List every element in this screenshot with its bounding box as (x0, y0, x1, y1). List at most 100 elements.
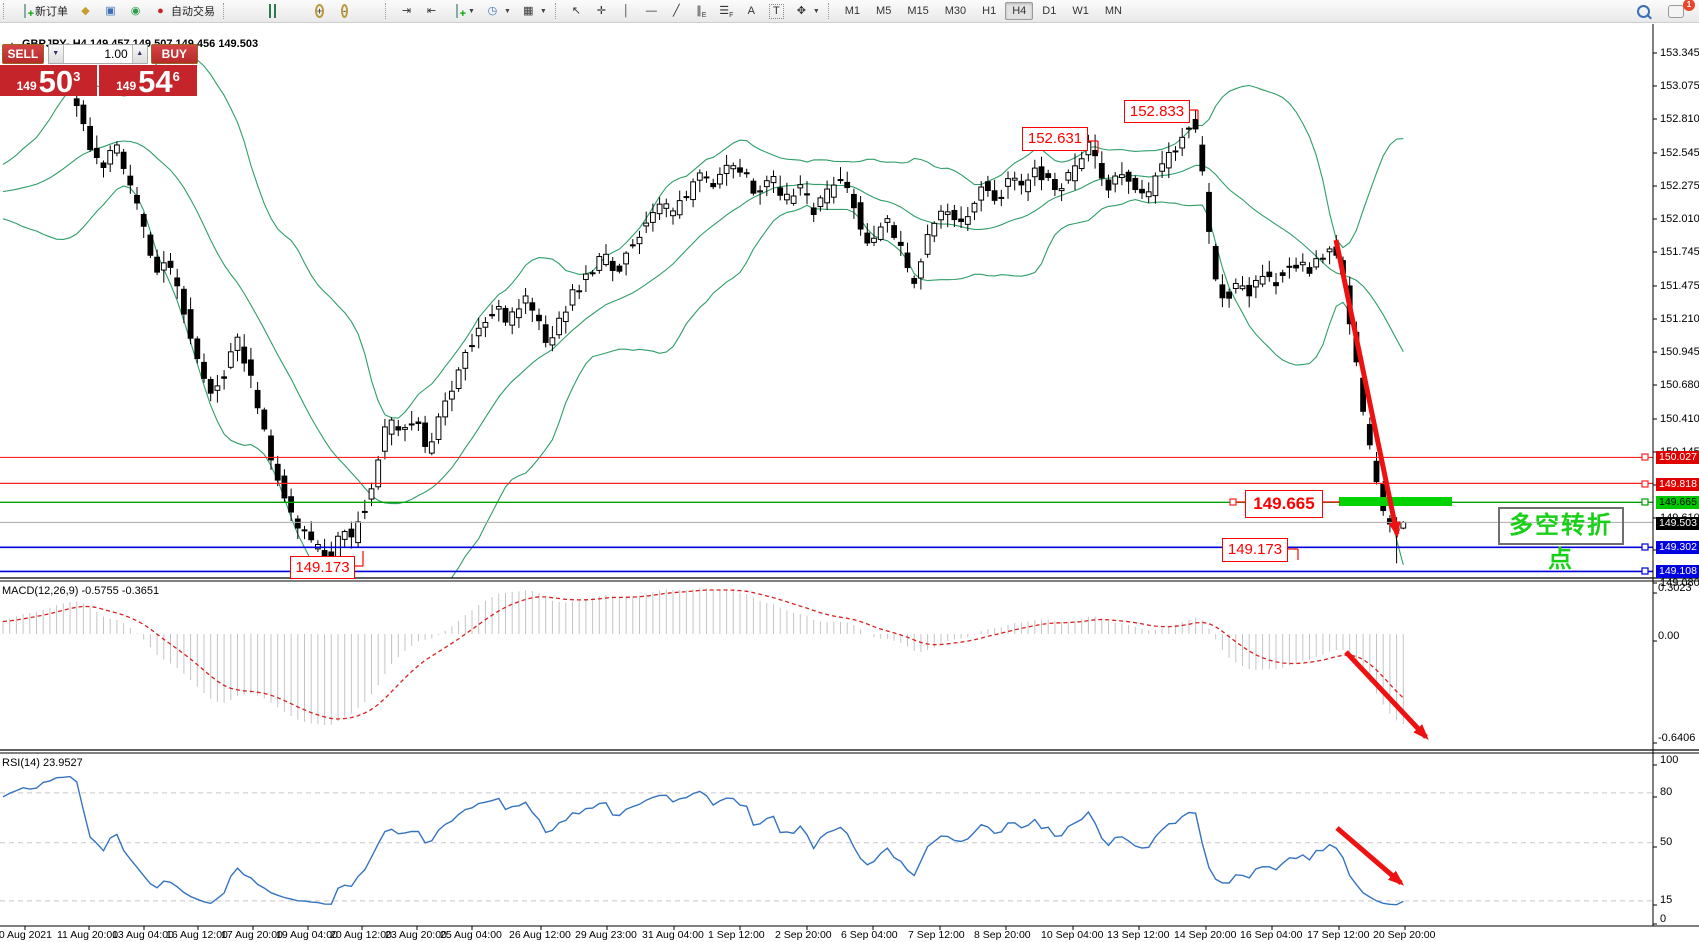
trendline-tool[interactable]: ╱ (665, 3, 688, 20)
chat-button[interactable]: 1 (1664, 0, 1695, 19)
tile-windows-button[interactable] (358, 3, 381, 20)
zoom-out-button[interactable]: - (333, 3, 356, 20)
timeframe-h1[interactable]: H1 (982, 5, 997, 17)
price-axis-tick: 150.410 (1660, 413, 1699, 425)
auto-trading-icon: ● (157, 4, 164, 17)
cursor-icon: ↖ (571, 4, 581, 17)
timeframe-d1[interactable]: D1 (1042, 5, 1057, 17)
timeframe-m1[interactable]: M1 (844, 5, 861, 17)
time-axis-tick: 11 Aug 20:00 (57, 929, 119, 941)
vertical-line-tool[interactable]: │ (615, 3, 638, 20)
time-axis-tick: 16 Sep 04:00 (1240, 929, 1303, 941)
channel-icon: ∥E (696, 4, 707, 19)
buy-price-display[interactable]: 149 54 6 (99, 64, 197, 99)
toolbar-grip (827, 3, 834, 19)
price-axis-tick: 151.475 (1660, 280, 1699, 292)
chart-shift-icon: ⇤ (426, 4, 437, 17)
vertical-line-icon: │ (622, 4, 630, 17)
search-button[interactable] (1633, 4, 1654, 19)
price-annotation-label[interactable]: 149.665 (1245, 490, 1323, 518)
volume-up-button[interactable]: ▲ (131, 44, 147, 63)
time-axis-tick: 31 Aug 04:00 (642, 929, 704, 941)
terminal-button[interactable]: ▣ (99, 3, 122, 20)
rsi-axis-tick: 80 (1660, 786, 1673, 798)
price-axis-tick: 152.810 (1660, 113, 1699, 125)
sell-price-big: 50 (38, 64, 74, 99)
price-badge: 150.027 (1656, 451, 1699, 464)
sell-price-sup: 3 (73, 69, 81, 84)
indicators-button[interactable]: ▼ (445, 3, 479, 20)
new-order-label: 新订单 (35, 6, 68, 18)
brush-icon: ◆ (81, 4, 90, 17)
sell-price-base: 149 (16, 79, 37, 93)
price-badge: 149.818 (1656, 478, 1699, 491)
time-axis-tick: 20 Sep 20:00 (1373, 929, 1436, 941)
price-axis-tick: 150.945 (1660, 346, 1699, 358)
price-annotation-label[interactable]: 152.833 (1124, 100, 1190, 123)
time-axis-tick: 25 Aug 04:00 (440, 929, 502, 941)
timeframe-mn[interactable]: MN (1104, 5, 1122, 17)
clock-icon: ◷ (487, 4, 498, 17)
zoom-in-button[interactable]: + (308, 3, 331, 20)
sell-button[interactable]: SELL (2, 43, 44, 64)
timeframe-m15[interactable]: M15 (907, 5, 929, 17)
price-badge: 149.665 (1656, 496, 1699, 509)
timeframe-h4[interactable]: H4 (1005, 2, 1034, 20)
buy-button[interactable]: BUY (150, 43, 198, 64)
trendline-icon: ╱ (673, 4, 680, 17)
buy-price-big: 54 (138, 64, 173, 99)
periods-button[interactable]: ◷ ▼ (481, 3, 515, 20)
signal-button[interactable]: ◉ (124, 3, 147, 20)
bar-chart-button[interactable] (233, 3, 256, 20)
time-axis-tick: 23 Aug 20:00 (385, 929, 447, 941)
candlestick-chart-button[interactable] (258, 3, 281, 20)
auto-trading-label: 自动交易 (171, 6, 215, 18)
auto-scroll-button[interactable]: ⇥ (395, 3, 418, 20)
text-icon: A (747, 4, 755, 17)
fibonacci-tool[interactable]: ☰F (715, 3, 738, 20)
channel-tool[interactable]: ∥E (690, 3, 713, 20)
rsi-axis-tick: 15 (1660, 894, 1673, 906)
text-label-icon: T (768, 3, 784, 19)
new-order-button[interactable]: 新订单 (13, 2, 72, 20)
line-chart-button[interactable] (283, 3, 306, 20)
price-annotation-label[interactable]: 149.173 (1222, 538, 1288, 562)
annotation-note[interactable]: 多空转折点 (1498, 507, 1624, 573)
zoom-in-icon: + (314, 3, 325, 18)
price-annotation-label[interactable]: 149.173 (290, 556, 355, 579)
search-icon (1637, 4, 1650, 18)
toolbar-grip (554, 3, 561, 19)
volume-input[interactable]: 1.00 (104, 46, 128, 61)
volume-down-button[interactable]: ▼ (48, 44, 64, 63)
text-tool[interactable]: A (740, 3, 763, 20)
time-axis-tick: 7 Sep 12:00 (908, 929, 965, 941)
arrows-icon: ✥ (796, 4, 806, 17)
horizontal-line-icon: — (645, 4, 657, 17)
timeframe-m30[interactable]: M30 (944, 5, 967, 17)
monitor-icon: ▣ (105, 4, 116, 17)
text-label-tool[interactable]: T (765, 3, 788, 20)
auto-trading-button[interactable]: ● 自动交易 (149, 2, 219, 20)
publisher-button[interactable]: ◆ (74, 3, 97, 20)
timeframe-w1[interactable]: W1 (1072, 5, 1089, 17)
price-badge: 149.108 (1656, 565, 1699, 578)
time-axis-tick: 2 Sep 20:00 (775, 929, 832, 941)
sell-price-display[interactable]: 149 50 3 (0, 64, 97, 99)
new-order-icon (17, 3, 32, 19)
horizontal-line-tool[interactable]: — (640, 3, 663, 20)
time-axis-tick: 10 Sep 04:00 (1041, 929, 1104, 941)
toolbar-grip (3, 3, 9, 19)
time-axis-tick: 13 Sep 12:00 (1107, 929, 1170, 941)
macd-axis-tick: -0.6406 (1658, 732, 1696, 744)
chart-shift-button[interactable]: ⇤ (420, 3, 443, 20)
cursor-tool[interactable]: ↖ (565, 3, 588, 20)
crosshair-tool[interactable]: ✛ (590, 3, 613, 20)
arrows-tool[interactable]: ✥ ▼ (790, 3, 824, 20)
timeframe-m5[interactable]: M5 (876, 5, 892, 17)
price-axis-tick: 152.010 (1660, 213, 1699, 225)
macd-label: MACD(12,26,9) -0.5755 -0.3651 (2, 585, 160, 597)
templates-button[interactable]: ▦ ▼ (517, 3, 551, 20)
price-annotation-label[interactable]: 152.631 (1022, 127, 1088, 151)
time-axis-tick: 17 Sep 12:00 (1307, 929, 1370, 941)
